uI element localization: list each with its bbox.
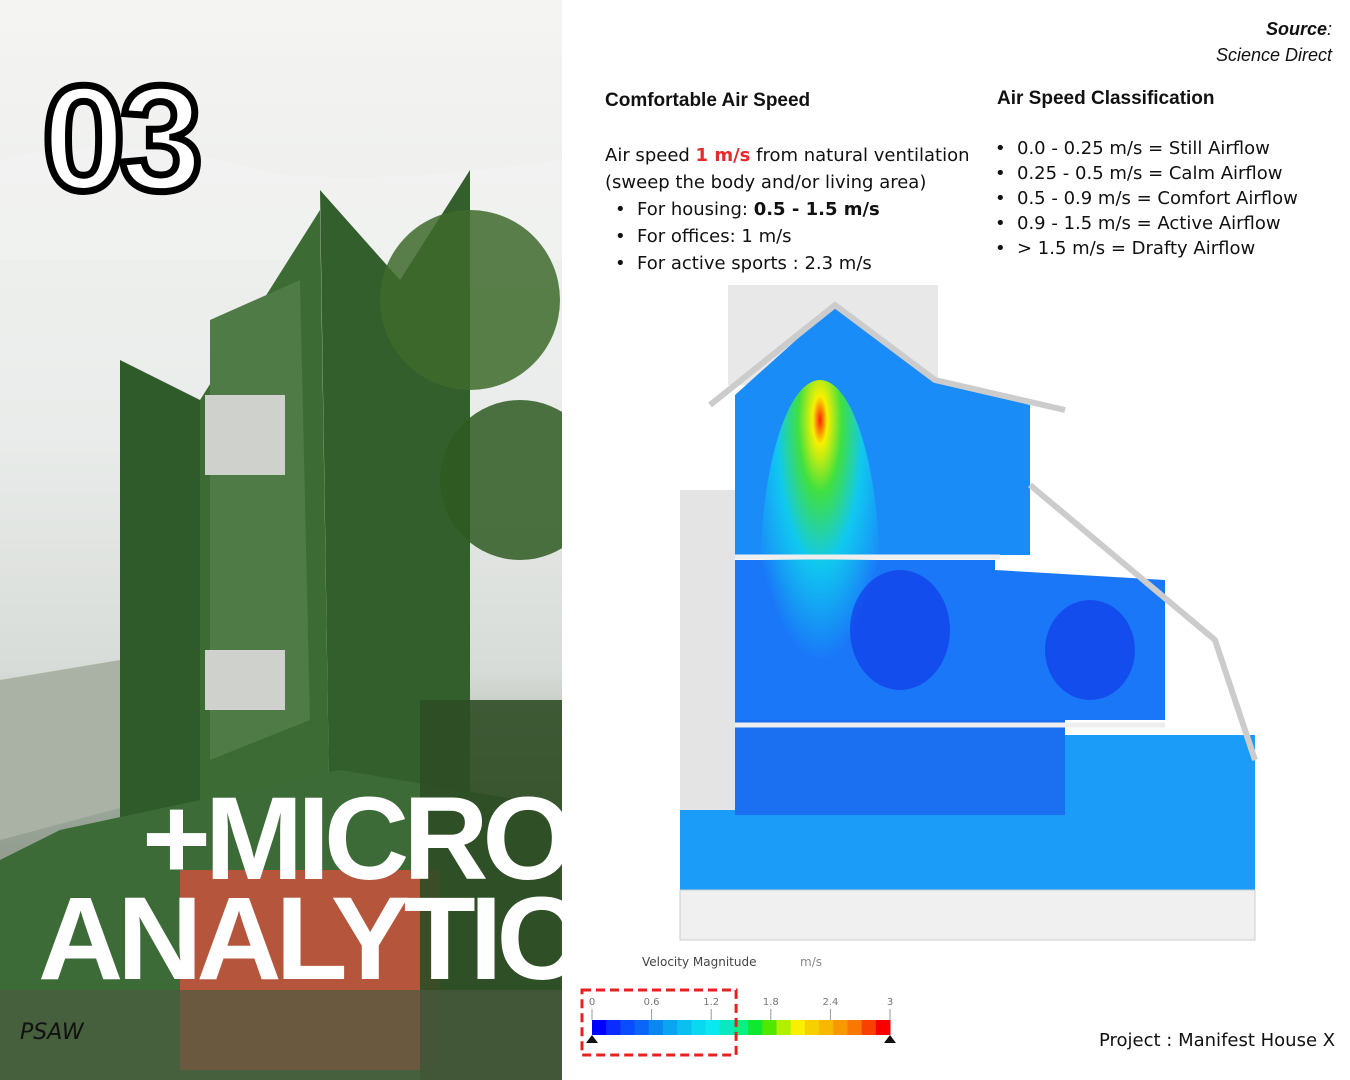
list-item: For housing: 0.5 - 1.5 m/s <box>605 196 969 223</box>
velocity-colorbar: 0 0.6 1.2 1.8 2.4 3 <box>580 988 896 1057</box>
colorbar-segment <box>875 1020 891 1035</box>
colorbar-segment <box>592 1020 607 1035</box>
comfort-text: Air speed 1 m/s from natural ventilation… <box>605 142 969 277</box>
colorbar-segment <box>719 1020 735 1035</box>
colorbar-segment <box>662 1020 678 1035</box>
colorbar-segment <box>861 1020 877 1035</box>
colorbar-segment <box>677 1020 692 1035</box>
project-label: Project : Manifest House X <box>1099 1030 1336 1051</box>
title-line-1: +MICRO <box>142 773 562 905</box>
colorbar-segment <box>606 1020 621 1035</box>
list-item: For active sports : 2.3 m/s <box>605 250 969 277</box>
list-item: 0.25 - 0.5 m/s = Calm Airflow <box>985 161 1298 186</box>
colorbar-tick-label: 0 <box>589 997 595 1008</box>
list-item: For offices: 1 m/s <box>605 223 969 250</box>
hero-image-panel: 03 +MICRO ANALYTIC PSAW <box>0 0 562 1080</box>
colorbar-tick-label: 0.6 <box>644 997 660 1008</box>
source-note: Source: Science Direct <box>1215 19 1332 65</box>
colorbar-segment <box>819 1020 834 1035</box>
colorbar-tick-label: 3 <box>887 997 893 1008</box>
list-item: 0.5 - 0.9 m/s = Comfort Airflow <box>985 186 1298 211</box>
cfd-section-diagram <box>679 285 1258 941</box>
colorbar-segment <box>748 1020 763 1035</box>
colorbar-tick-label: 1.2 <box>703 997 719 1008</box>
logo: PSAW <box>20 1020 84 1045</box>
classification-list: 0.0 - 0.25 m/s = Still Airflow 0.25 - 0.… <box>985 136 1298 261</box>
classification-heading: Air Speed Classification <box>997 88 1215 109</box>
section-number: 03 <box>39 51 207 226</box>
house-rendering <box>0 147 562 1080</box>
title-line-2: ANALYTIC <box>38 873 562 1005</box>
colorbar-tick-label: 2.4 <box>822 997 838 1008</box>
colorbar-segment <box>833 1020 848 1035</box>
list-item: 0.0 - 0.25 m/s = Still Airflow <box>985 136 1298 161</box>
comfort-range-highlight <box>580 988 738 1057</box>
list-item: 0.9 - 1.5 m/s = Active Airflow <box>985 211 1298 236</box>
colorbar-segment <box>847 1020 863 1035</box>
colorbar-segment <box>620 1020 636 1035</box>
list-item: > 1.5 m/s = Drafty Airflow <box>985 236 1298 261</box>
colorbar-segment <box>648 1020 664 1035</box>
max-handle[interactable] <box>884 1035 896 1043</box>
colorbar-segment <box>691 1020 707 1035</box>
colorbar-segment <box>762 1020 777 1035</box>
legend-unit-dropdown[interactable]: m/s <box>800 955 822 969</box>
comfort-heading: Comfortable Air Speed <box>605 90 811 111</box>
colorbar-tick-label: 1.8 <box>763 997 779 1008</box>
colorbar-segment <box>790 1020 806 1035</box>
colorbar-segment <box>705 1020 721 1035</box>
min-handle[interactable] <box>586 1035 598 1043</box>
colorbar-segment <box>776 1020 792 1035</box>
colorbar-segment <box>634 1020 650 1035</box>
legend-title: Velocity Magnitude <box>642 955 757 969</box>
colorbar-segment <box>804 1020 820 1035</box>
